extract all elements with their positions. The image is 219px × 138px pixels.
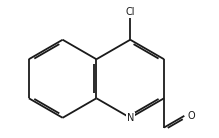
Text: Cl: Cl [125, 7, 135, 17]
Text: O: O [187, 111, 195, 121]
Text: N: N [127, 113, 134, 123]
